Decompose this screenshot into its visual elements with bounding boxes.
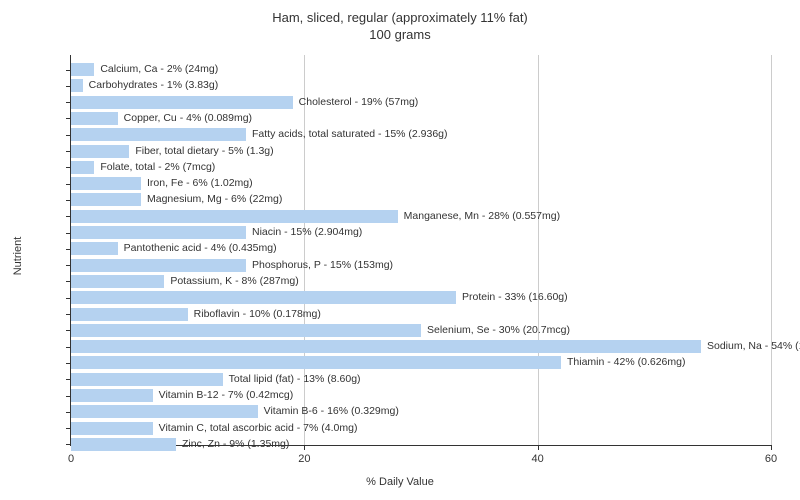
x-axis-label: % Daily Value bbox=[366, 476, 434, 488]
bar bbox=[71, 226, 246, 239]
bar bbox=[71, 242, 118, 255]
y-tick bbox=[66, 151, 71, 152]
y-tick bbox=[66, 330, 71, 331]
y-tick bbox=[66, 102, 71, 103]
x-tick-label: 20 bbox=[298, 453, 310, 465]
bar bbox=[71, 438, 176, 451]
bar-label: Total lipid (fat) - 13% (8.60g) bbox=[223, 373, 361, 386]
bar bbox=[71, 405, 258, 418]
x-tick-label: 40 bbox=[532, 453, 544, 465]
y-tick bbox=[66, 200, 71, 201]
bar bbox=[71, 177, 141, 190]
bar bbox=[71, 210, 398, 223]
y-tick bbox=[66, 396, 71, 397]
bar-label: Vitamin B-12 - 7% (0.42mcg) bbox=[153, 389, 294, 402]
bar bbox=[71, 128, 246, 141]
y-tick bbox=[66, 70, 71, 71]
bar-label: Carbohydrates - 1% (3.83g) bbox=[83, 79, 219, 92]
bar bbox=[71, 373, 223, 386]
bar bbox=[71, 112, 118, 125]
bar bbox=[71, 145, 129, 158]
bar-label: Thiamin - 42% (0.626mg) bbox=[561, 356, 685, 369]
gridline bbox=[771, 55, 772, 445]
bar-label: Sodium, Na - 54% (1304mg) bbox=[701, 340, 800, 353]
bar bbox=[71, 324, 421, 337]
gridline bbox=[538, 55, 539, 445]
y-tick bbox=[66, 347, 71, 348]
bar bbox=[71, 96, 293, 109]
y-tick bbox=[66, 379, 71, 380]
bar-label: Manganese, Mn - 28% (0.557mg) bbox=[398, 210, 560, 223]
bar bbox=[71, 161, 94, 174]
bar bbox=[71, 308, 188, 321]
title-line-2: 100 grams bbox=[0, 27, 800, 44]
bar bbox=[71, 389, 153, 402]
bar-label: Potassium, K - 8% (287mg) bbox=[164, 275, 298, 288]
chart-title: Ham, sliced, regular (approximately 11% … bbox=[0, 0, 800, 44]
y-tick bbox=[66, 86, 71, 87]
bar bbox=[71, 259, 246, 272]
y-tick bbox=[66, 444, 71, 445]
y-tick bbox=[66, 167, 71, 168]
bar-label: Protein - 33% (16.60g) bbox=[456, 291, 568, 304]
y-tick bbox=[66, 216, 71, 217]
bar-label: Vitamin C, total ascorbic acid - 7% (4.0… bbox=[153, 422, 358, 435]
bar bbox=[71, 356, 561, 369]
x-tick-label: 60 bbox=[765, 453, 777, 465]
bar-label: Vitamin B-6 - 16% (0.329mg) bbox=[258, 405, 399, 418]
y-tick bbox=[66, 428, 71, 429]
x-tick bbox=[538, 445, 539, 450]
title-line-1: Ham, sliced, regular (approximately 11% … bbox=[0, 10, 800, 27]
gridline bbox=[304, 55, 305, 445]
bar bbox=[71, 275, 164, 288]
x-tick-label: 0 bbox=[68, 453, 74, 465]
bar-label: Selenium, Se - 30% (20.7mcg) bbox=[421, 324, 570, 337]
bar-label: Calcium, Ca - 2% (24mg) bbox=[94, 63, 218, 76]
y-tick bbox=[66, 265, 71, 266]
y-tick bbox=[66, 249, 71, 250]
x-tick bbox=[771, 445, 772, 450]
y-tick bbox=[66, 281, 71, 282]
bar-label: Magnesium, Mg - 6% (22mg) bbox=[141, 193, 282, 206]
chart-container: Ham, sliced, regular (approximately 11% … bbox=[0, 0, 800, 500]
bar-label: Copper, Cu - 4% (0.089mg) bbox=[118, 112, 252, 125]
plot-area: 0204060Calcium, Ca - 2% (24mg)Carbohydra… bbox=[70, 55, 771, 446]
bar bbox=[71, 63, 94, 76]
bar bbox=[71, 79, 83, 92]
y-axis-label: Nutrient bbox=[12, 237, 24, 276]
y-tick bbox=[66, 184, 71, 185]
bar bbox=[71, 291, 456, 304]
bar-label: Folate, total - 2% (7mcg) bbox=[94, 161, 215, 174]
y-tick bbox=[66, 135, 71, 136]
bar bbox=[71, 340, 701, 353]
bar-label: Phosphorus, P - 15% (153mg) bbox=[246, 259, 393, 272]
bar-label: Riboflavin - 10% (0.178mg) bbox=[188, 308, 321, 321]
y-tick bbox=[66, 233, 71, 234]
bar-label: Cholesterol - 19% (57mg) bbox=[293, 96, 419, 109]
bar-label: Fiber, total dietary - 5% (1.3g) bbox=[129, 145, 273, 158]
bar-label: Zinc, Zn - 9% (1.35mg) bbox=[176, 438, 289, 451]
y-tick bbox=[66, 118, 71, 119]
y-tick bbox=[66, 314, 71, 315]
bar-label: Iron, Fe - 6% (1.02mg) bbox=[141, 177, 253, 190]
bar-label: Pantothenic acid - 4% (0.435mg) bbox=[118, 242, 277, 255]
y-tick bbox=[66, 412, 71, 413]
bar bbox=[71, 193, 141, 206]
bar bbox=[71, 422, 153, 435]
x-tick bbox=[304, 445, 305, 450]
bar-label: Niacin - 15% (2.904mg) bbox=[246, 226, 362, 239]
y-tick bbox=[66, 298, 71, 299]
y-tick bbox=[66, 363, 71, 364]
bar-label: Fatty acids, total saturated - 15% (2.93… bbox=[246, 128, 448, 141]
